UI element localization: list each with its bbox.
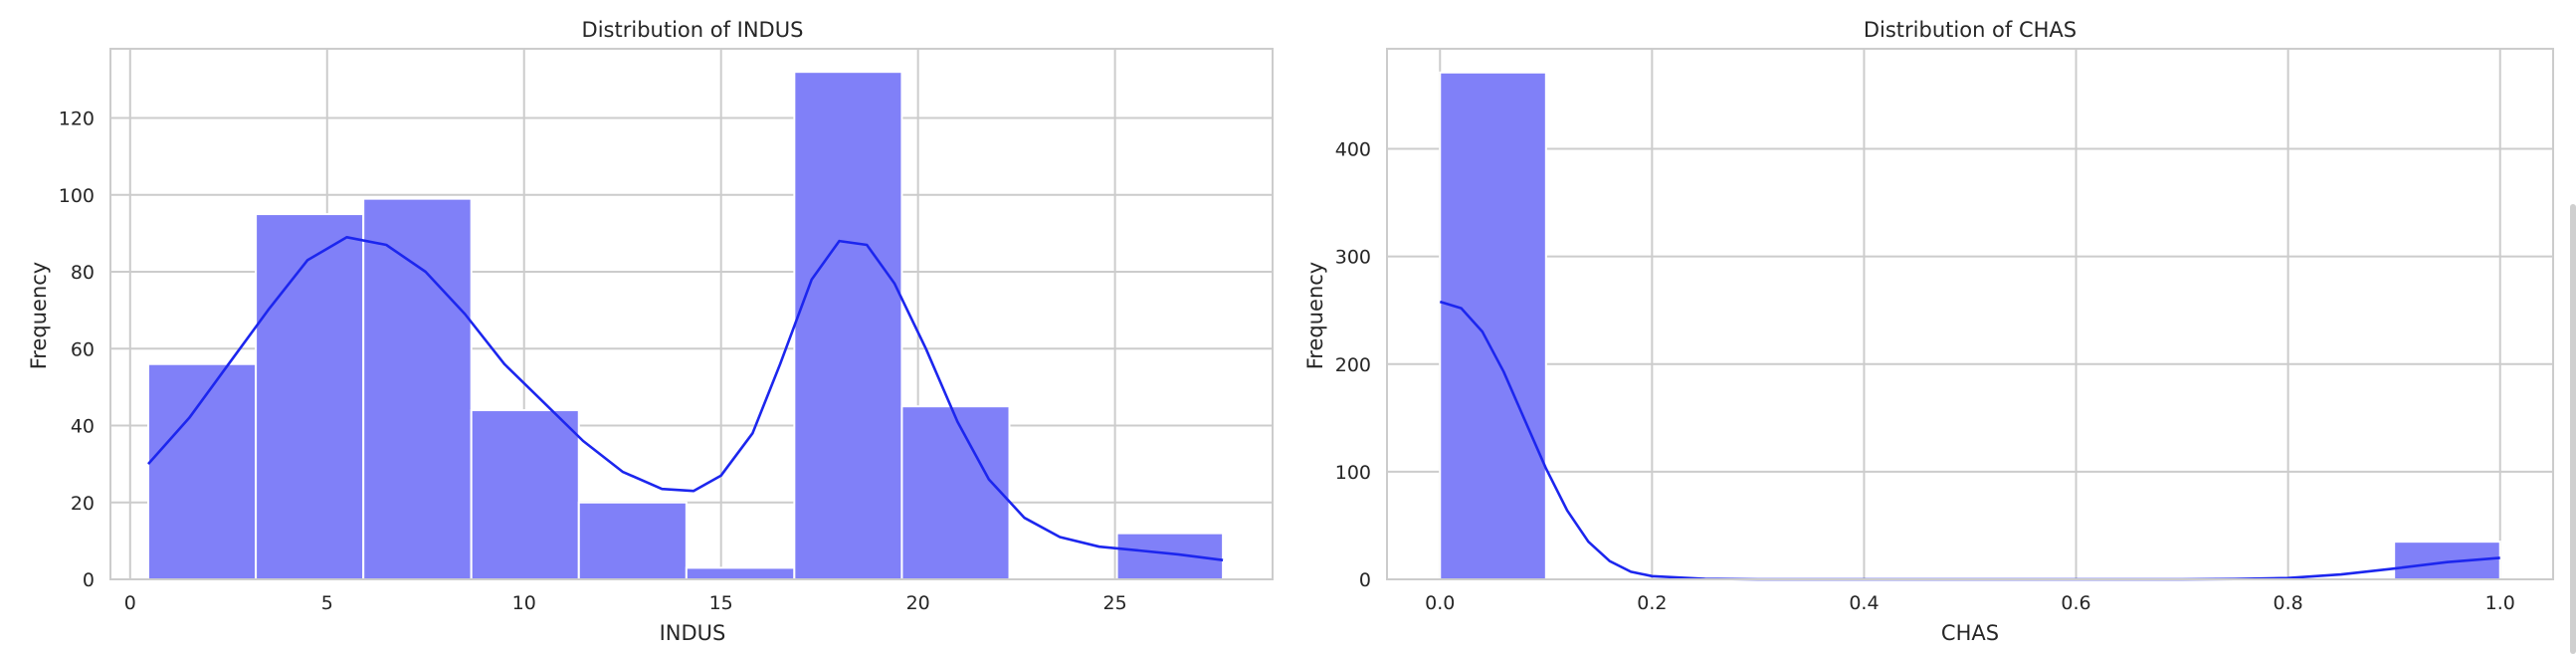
indus-y-tick-label: 20	[71, 493, 95, 515]
chas-x-tick-label: 0.4	[1849, 592, 1879, 614]
indus-x-tick-label: 15	[709, 592, 733, 614]
indus-histogram-bar	[147, 362, 258, 580]
indus-x-tick-label: 25	[1103, 592, 1127, 614]
chas-histogram-bar	[2393, 541, 2501, 580]
indus-x-tick-label: 20	[906, 592, 930, 614]
indus-histogram-bar	[362, 197, 473, 580]
indus-x-tick-label: 10	[512, 592, 536, 614]
indus-histogram-bar	[1115, 532, 1225, 580]
indus-histogram-bar	[255, 213, 365, 580]
chas-y-tick-label: 0	[1359, 569, 1371, 591]
indus-y-tick-label: 100	[59, 185, 95, 207]
chas-x-tick-label: 1.0	[2485, 592, 2515, 614]
indus-histogram-bar	[900, 405, 1011, 580]
indus-kde-line	[147, 236, 1224, 561]
chas-y-tick-label: 100	[1335, 462, 1371, 484]
chas-plot-frame	[1386, 48, 2554, 580]
indus-y-tick-label: 0	[83, 569, 95, 591]
chas-histogram-panel: 0.0 0.2 0.4 0.6 0.8 1.0 0 100 200 300 400 Distribu…	[1303, 18, 2554, 645]
indus-x-tick-label: 5	[321, 592, 333, 614]
indus-chart-title: Distribution of INDUS	[582, 18, 804, 42]
indus-y-axis-label: Frequency	[27, 262, 51, 370]
indus-histogram-bar	[577, 501, 688, 581]
indus-y-tick-label: 120	[59, 109, 95, 130]
indus-x-axis-label: INDUS	[660, 621, 726, 645]
indus-y-tick-label: 60	[71, 338, 95, 360]
chas-chart-title: Distribution of CHAS	[1864, 18, 2077, 42]
chas-y-tick-label: 200	[1335, 354, 1371, 376]
indus-y-tick-label: 80	[71, 262, 95, 284]
indus-histogram-bar	[685, 566, 796, 580]
chas-y-tick-label: 300	[1335, 247, 1371, 269]
chas-y-axis-label: Frequency	[1303, 262, 1327, 370]
chas-x-tick-label: 0.0	[1425, 592, 1455, 614]
indus-histogram-bar	[793, 71, 903, 580]
chas-x-axis-label: CHAS	[1941, 621, 1999, 645]
chas-kde-line	[1439, 300, 2500, 581]
indus-histogram-panel: 0 5 10 15 20 25 0 20 40 60 80 100 120 Distribution o…	[27, 18, 1274, 645]
scrollbar-thumb[interactable]	[2570, 204, 2576, 654]
chas-y-tick-label: 400	[1335, 139, 1371, 161]
chas-x-tick-label: 0.6	[2061, 592, 2090, 614]
indus-y-tick-label: 40	[71, 416, 95, 438]
indus-histogram-bar	[470, 409, 580, 581]
indus-plot-frame	[109, 48, 1274, 580]
chas-x-tick-label: 0.8	[2274, 592, 2303, 614]
chas-x-tick-label: 0.2	[1637, 592, 1667, 614]
indus-x-tick-label: 0	[124, 592, 136, 614]
chas-histogram-bar	[1439, 71, 1547, 580]
